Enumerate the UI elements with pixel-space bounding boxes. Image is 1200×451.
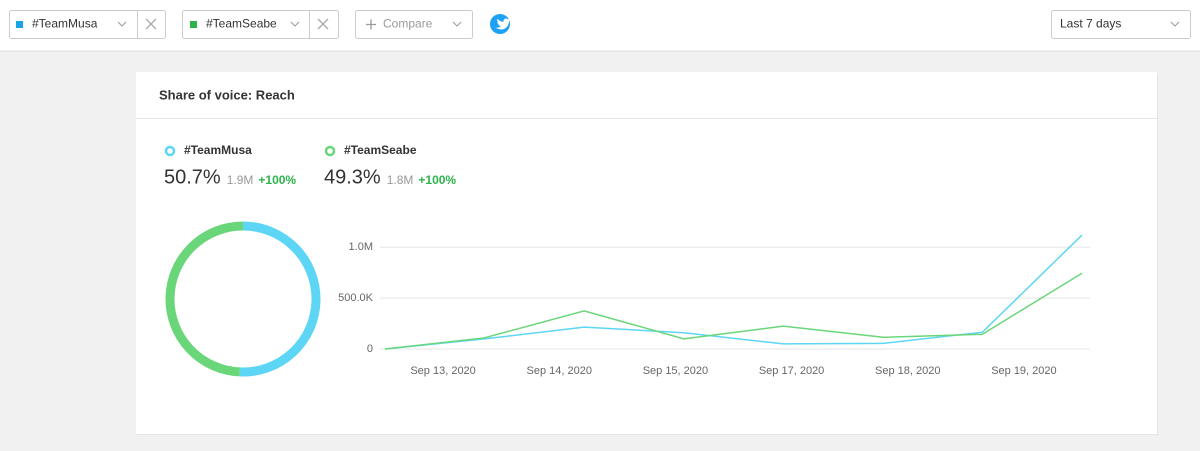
filter-color [190,21,197,28]
card [136,72,1157,434]
filter-color [16,21,23,28]
toolbar [0,0,1200,51]
filter-label: #TeamMusa [32,17,98,31]
donut-segment [239,221,321,377]
twitter-bird [494,18,511,30]
chevron [290,21,300,27]
period-select[interactable]: Last 7 days [1051,10,1191,39]
legend-dot [324,145,336,157]
compare[interactable]: Compare [355,10,473,39]
chevron [117,21,127,27]
y-tick-label: 1.0M [349,241,373,253]
filter-box[interactable] [182,10,339,39]
y-tick-label: 0 [367,343,373,355]
y-tick-label: 500.0K [338,292,374,304]
legend-change: +100% [418,173,456,187]
legend-share: 49.3% [324,166,381,188]
donut-segment [165,221,244,377]
filter[interactable]: #TeamSeabe [182,10,339,39]
x-tick-label: Sep 13, 2020 [410,365,475,377]
chevron [452,21,462,27]
remove-icon[interactable] [317,18,329,30]
legend-name: #TeamSeabe [344,143,417,157]
compare-label: Compare [383,17,433,31]
x-tick-label: Sep 15, 2020 [643,365,708,377]
legend-share: 50.7% [164,166,221,188]
filter-box[interactable] [9,10,166,39]
period-label: Last 7 days [1060,17,1121,31]
x-tick-label: Sep 18, 2020 [875,365,940,377]
card-title: Share of voice: Reach [159,87,295,102]
legend-reach: 1.9M [227,173,254,187]
remove-icon[interactable] [145,18,157,30]
period-box[interactable] [1051,10,1191,39]
series-line [384,272,1083,350]
plus-icon [366,19,376,30]
chevron [1170,21,1180,27]
x-tick-label: Sep 14, 2020 [527,365,592,377]
legend-dot [164,145,176,157]
x-tick-label: Sep 19, 2020 [991,365,1056,377]
legend-name: #TeamMusa [184,143,252,157]
legend-change: +100% [258,173,296,187]
compare-box[interactable] [355,10,473,39]
legend-reach: 1.8M [387,173,414,187]
x-tick-label: Sep 17, 2020 [759,365,824,377]
filter-label: #TeamSeabe [206,17,277,31]
filter[interactable]: #TeamMusa [9,10,166,39]
